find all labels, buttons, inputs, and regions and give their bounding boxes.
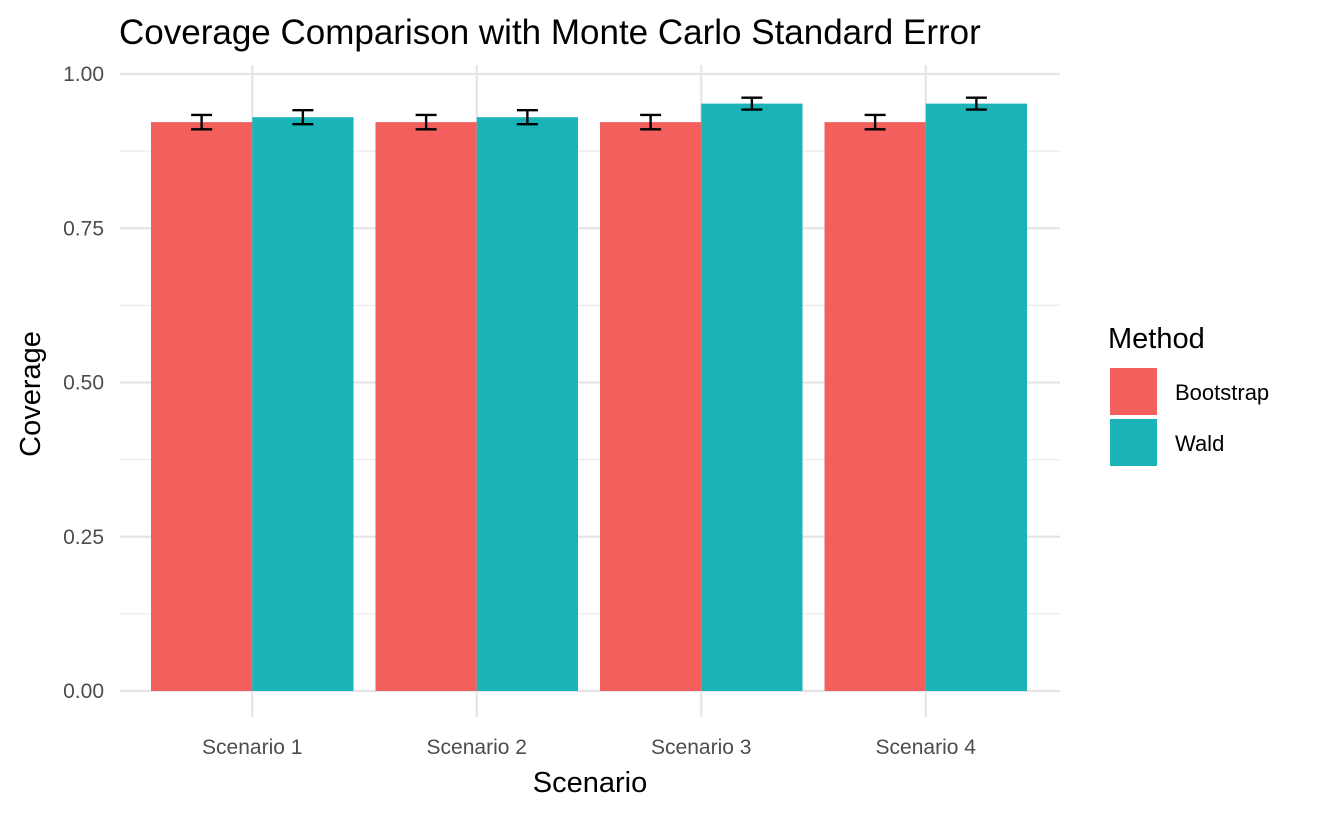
x-tick-label: Scenario 3: [651, 736, 751, 759]
bar-bootstrap-4: [824, 122, 926, 692]
x-tick-label: Scenario 4: [876, 736, 977, 759]
bar-wald-4: [925, 103, 1027, 692]
legend-title: Method: [1108, 323, 1205, 355]
y-tick-label: 0.75: [63, 217, 104, 240]
bar-wald-3: [701, 103, 803, 692]
x-axis-ticks: Scenario 1 Scenario 2 Scenario 3 Scenario 4: [202, 736, 976, 759]
y-tick-label: 1.00: [63, 63, 104, 86]
bar-bootstrap-2: [375, 122, 477, 692]
y-tick-label: 0.00: [63, 680, 104, 703]
error-bar-wald-4: [965, 96, 987, 111]
y-axis-title: Coverage: [15, 331, 47, 457]
y-tick-label: 0.25: [63, 526, 104, 549]
error-bar-wald-2: [516, 108, 538, 126]
x-axis-title: Scenario: [533, 767, 647, 799]
error-bar-bootstrap-3: [640, 113, 662, 131]
legend: Method Bootstrap Wald: [1108, 323, 1269, 466]
x-tick-label: Scenario 2: [427, 736, 527, 759]
error-bar-bootstrap-1: [191, 113, 213, 131]
error-bar-bootstrap-4: [864, 113, 886, 131]
chart-title: Coverage Comparison with Monte Carlo Sta…: [119, 13, 981, 52]
legend-label-wald: Wald: [1175, 431, 1224, 456]
bar-wald-2: [476, 117, 578, 691]
legend-key-wald: [1110, 419, 1157, 466]
error-bar-wald-1: [292, 108, 314, 126]
error-bar-bootstrap-2: [415, 113, 437, 131]
x-tick-label: Scenario 1: [202, 736, 302, 759]
legend-label-bootstrap: Bootstrap: [1175, 380, 1269, 405]
error-bars: [191, 96, 987, 131]
bars: [151, 103, 1027, 692]
y-tick-label: 0.50: [63, 372, 104, 395]
y-axis-ticks: 0.00 0.25 0.50 0.75 1.00: [63, 63, 104, 703]
error-bar-wald-3: [741, 96, 763, 111]
legend-key-bootstrap: [1110, 368, 1157, 415]
bar-bootstrap-3: [600, 122, 702, 692]
bar-wald-1: [252, 117, 354, 691]
bar-bootstrap-1: [151, 122, 253, 692]
